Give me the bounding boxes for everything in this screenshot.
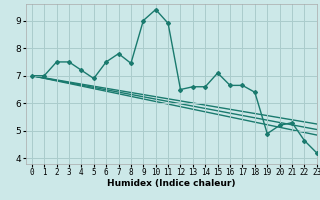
X-axis label: Humidex (Indice chaleur): Humidex (Indice chaleur) [107, 179, 236, 188]
